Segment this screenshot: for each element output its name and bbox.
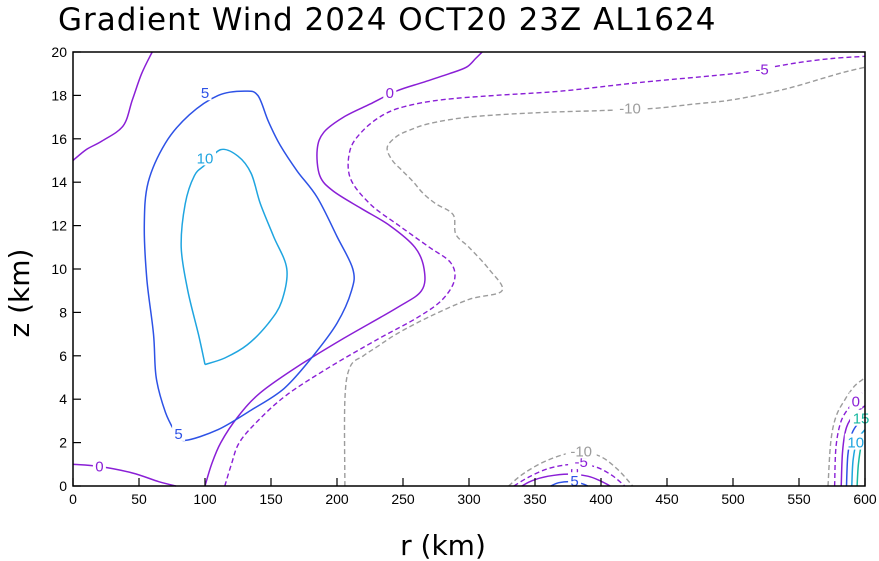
y-tick-label: 4 [59, 391, 67, 407]
contour-line-neg10 [827, 376, 866, 487]
contour-label-background [172, 424, 186, 441]
contour-label: 0 [570, 463, 578, 480]
contour-label-background [198, 84, 212, 101]
contour-label: 5 [570, 473, 578, 490]
contour-label: 10 [197, 150, 214, 167]
contour-label: -5 [755, 61, 768, 78]
y-tick-label: 20 [51, 44, 67, 60]
contour-line-0 [72, 51, 153, 162]
y-tick-label: 18 [51, 87, 67, 103]
contour-line-5 [845, 418, 866, 487]
contour-label-background [92, 457, 106, 474]
x-tick-label: 200 [325, 491, 349, 507]
y-tick-label: 12 [51, 218, 67, 234]
contour-label-background [849, 392, 863, 409]
contour-label: 5 [174, 426, 182, 443]
contour-label-background [614, 99, 646, 116]
x-tick-label: 50 [131, 491, 147, 507]
contour-label-background [568, 472, 582, 489]
chart-title: Gradient Wind 2024 OCT20 23Z AL1624 [58, 2, 716, 38]
plot-frame [72, 51, 866, 487]
y-tick-label: 0 [59, 478, 67, 494]
y-tick-label: 16 [51, 131, 67, 147]
contour-label-background [844, 433, 867, 450]
x-axis: 0 50 100 150 200 250 300 350 400 450 500 550 600 [69, 478, 877, 507]
x-tick-label: 400 [589, 491, 613, 507]
contour-label: 0 [852, 393, 860, 410]
contour-line-0 [72, 463, 177, 487]
contour-line-neg5 [224, 55, 866, 487]
y-tick-label: 6 [59, 348, 67, 364]
y-tick-label: 2 [59, 435, 67, 451]
x-tick-label: 0 [69, 491, 77, 507]
contour-label: 15 [853, 411, 870, 428]
x-tick-label: 550 [787, 491, 811, 507]
x-tick-label: 300 [457, 491, 481, 507]
contour-label: -5 [575, 454, 588, 471]
contour-line-neg5 [513, 463, 626, 487]
contour-line-0 [204, 51, 483, 487]
contour-label: 5 [201, 85, 209, 102]
x-tick-label: 600 [853, 491, 877, 507]
contour-label: -10 [619, 100, 641, 117]
x-tick-label: 100 [193, 491, 217, 507]
x-tick-label: 500 [721, 491, 745, 507]
y-axis: 0 2 4 6 8 10 12 14 16 18 20 [51, 44, 81, 494]
contour-label: 0 [95, 458, 103, 475]
x-axis-label: r (km) [400, 529, 486, 561]
contour-label-background [383, 84, 397, 101]
contour-label-background [194, 149, 216, 166]
x-tick-label: 450 [655, 491, 679, 507]
contour-label-background [565, 442, 597, 459]
contour-label: 10 [847, 435, 864, 452]
contour-line-5 [143, 90, 355, 442]
contour-label-background [751, 60, 774, 77]
y-axis-label: z (km) [3, 249, 36, 338]
contour-label: -10 [570, 443, 592, 460]
contour-line-neg10 [343, 66, 866, 487]
contour-label-background [850, 409, 873, 426]
contour-layer [72, 51, 866, 487]
x-tick-label: 150 [259, 491, 283, 507]
y-tick-label: 14 [51, 174, 67, 190]
y-tick-label: 8 [59, 304, 67, 320]
contour-line-10 [180, 148, 288, 366]
x-tick-label: 350 [523, 491, 547, 507]
contour-label: 0 [386, 85, 394, 102]
x-tick-label: 250 [391, 491, 415, 507]
y-tick-label: 10 [51, 261, 67, 277]
